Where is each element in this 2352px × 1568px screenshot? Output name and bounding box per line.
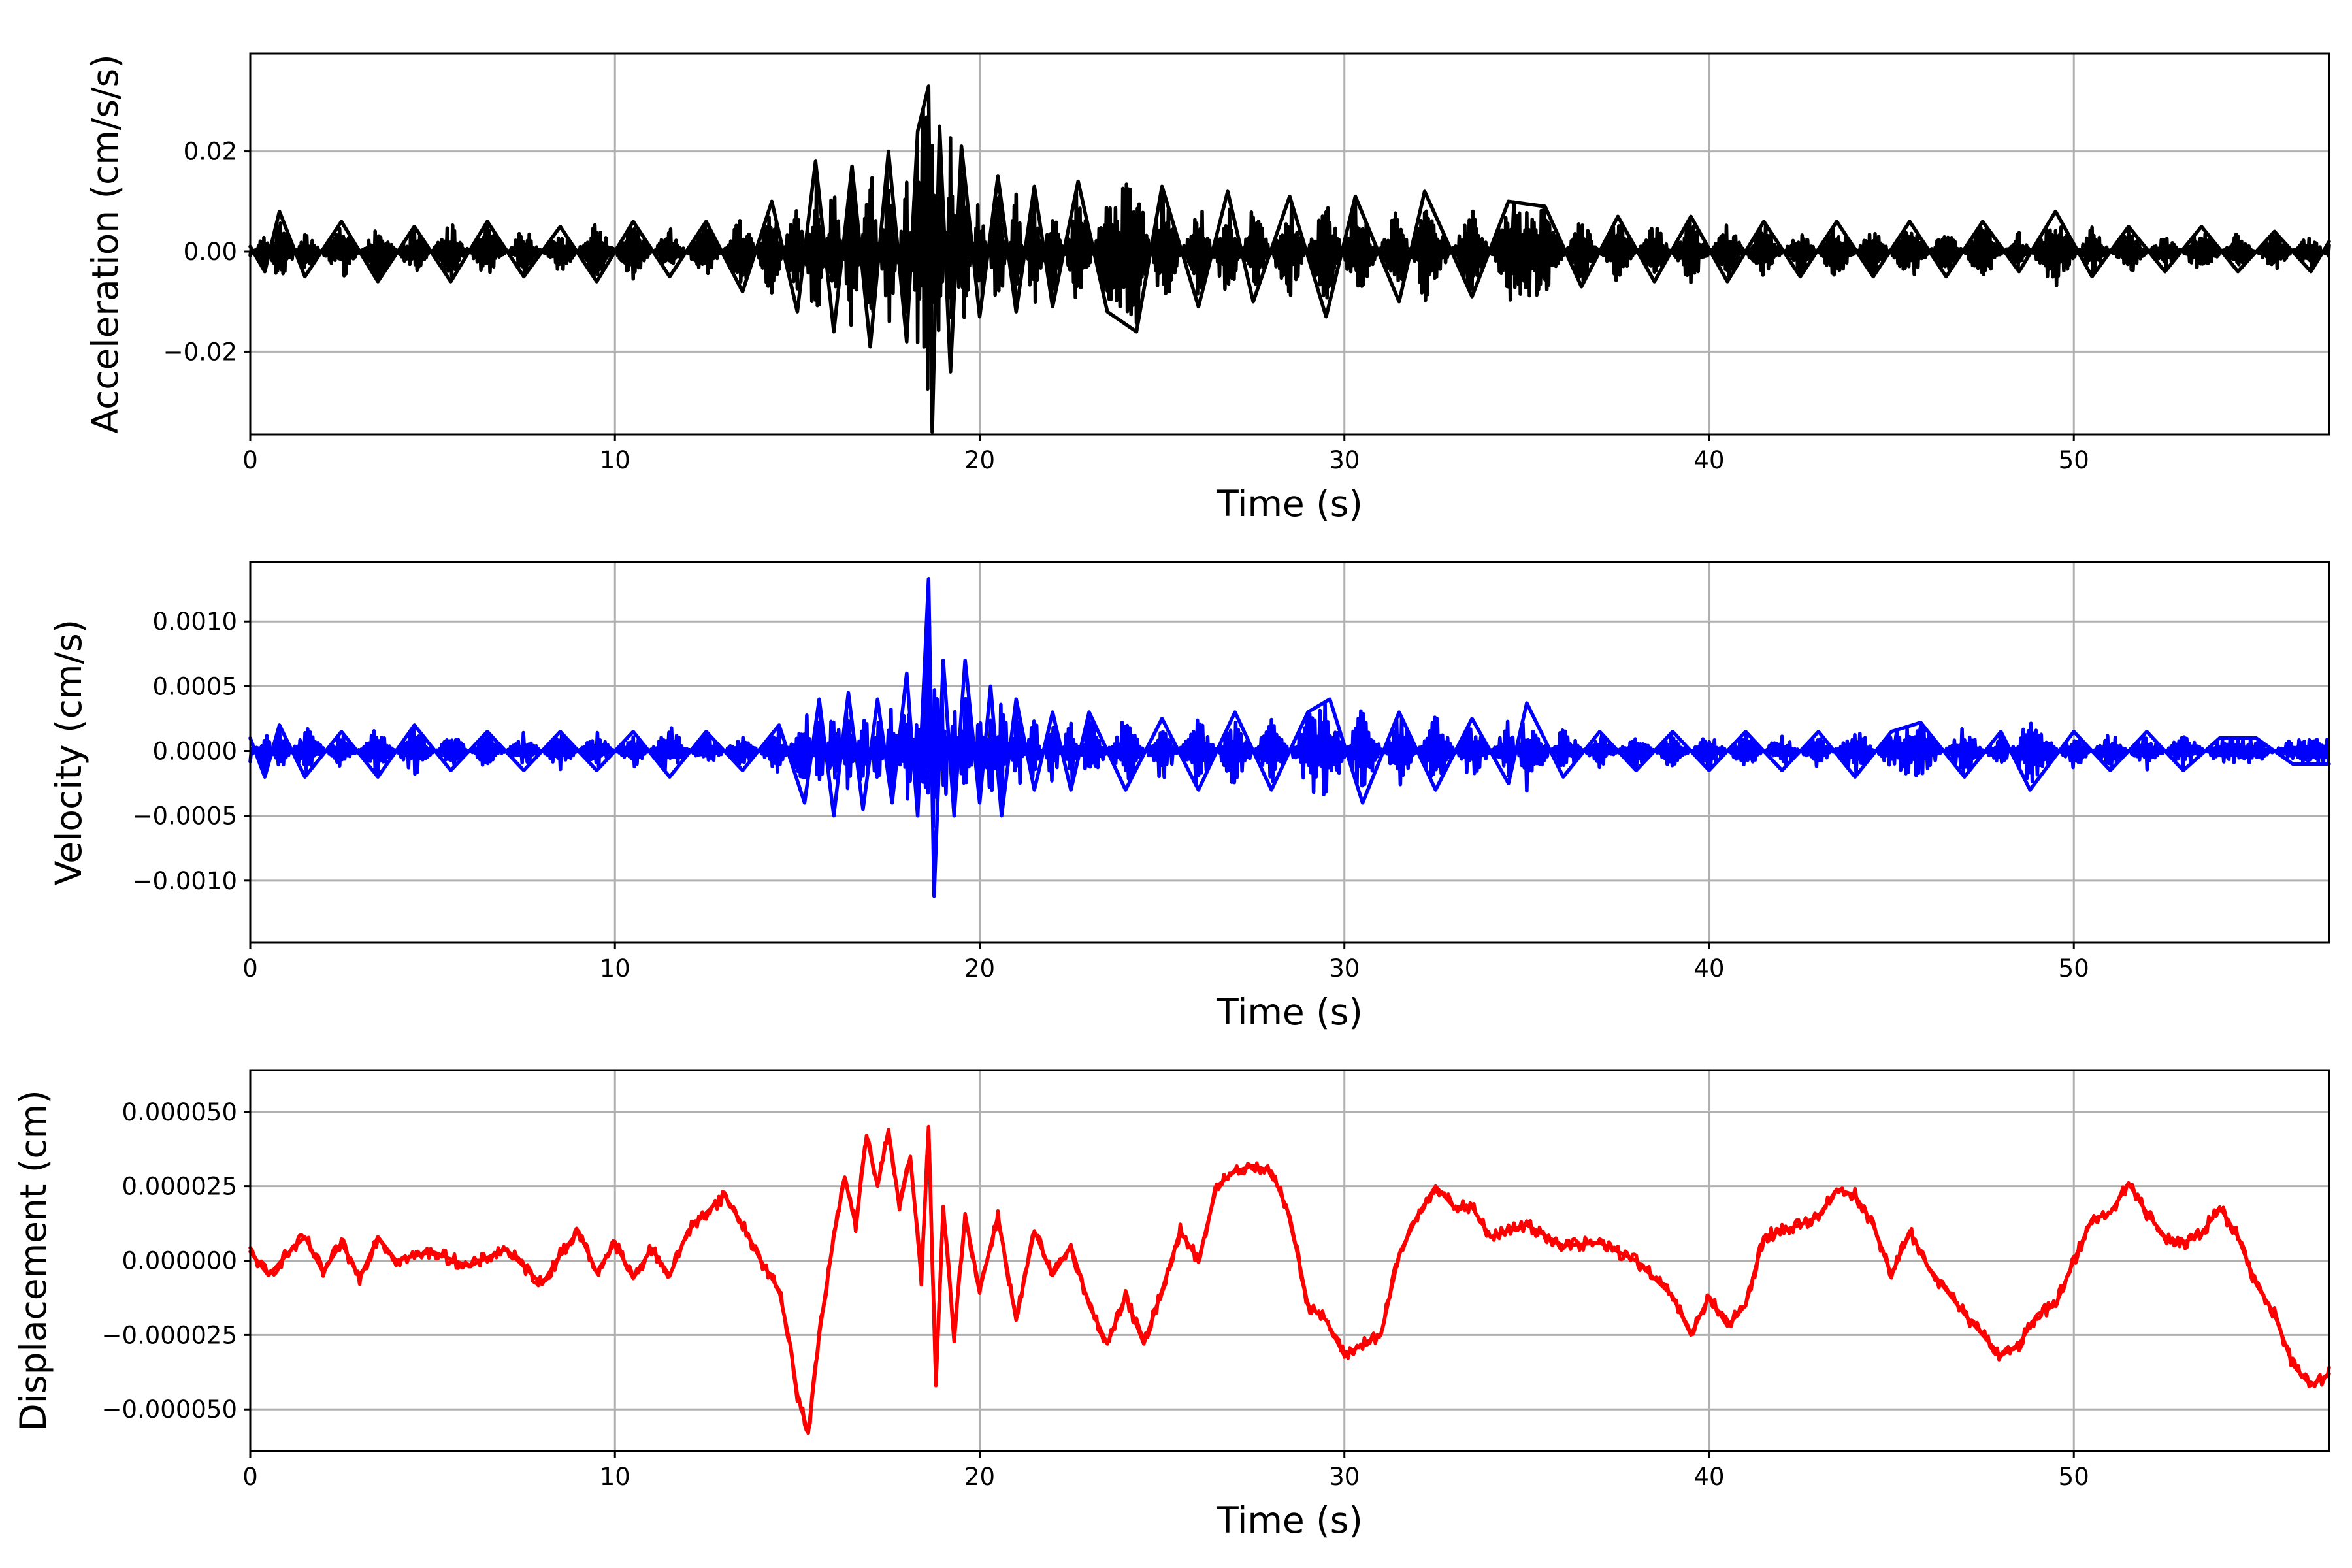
velocity-y-tick-label: −0.0005 (133, 802, 237, 830)
velocity-series-line (248, 625, 2330, 829)
velocity-y-tick-label: 0.0000 (153, 738, 237, 766)
acceleration-x-axis-title: Time (s) (1216, 483, 1363, 525)
velocity-x-tick-label: 20 (964, 955, 995, 983)
displacement-x-tick-label: 50 (2059, 1463, 2089, 1491)
velocity-y-tick-label: 0.0005 (153, 672, 237, 700)
acceleration-plot-frame (249, 52, 2330, 436)
acceleration-y-tick-label: 0.00 (184, 238, 237, 266)
velocity-x-axis-title: Time (s) (1216, 991, 1363, 1033)
displacement-y-axis-title: Displacement (cm) (12, 1090, 54, 1431)
acceleration-x-tick-label: 20 (964, 446, 995, 474)
acceleration-y-tick-label: 0.02 (184, 138, 237, 166)
displacement-x-tick-label: 10 (600, 1463, 630, 1491)
acceleration-x-tick-label: 0 (242, 446, 258, 474)
displacement-y-tick-label: 0.000025 (122, 1173, 237, 1201)
velocity-x-tick-label: 40 (1693, 955, 1724, 983)
velocity-x-tick-label: 50 (2059, 955, 2089, 983)
displacement-y-tick-label: 0.000050 (122, 1098, 237, 1126)
acceleration-x-tick-label: 50 (2059, 446, 2089, 474)
displacement-y-tick-label: −0.000025 (101, 1321, 237, 1349)
velocity-x-tick-label: 10 (600, 955, 630, 983)
displacement-y-tick-label: 0.000000 (122, 1247, 237, 1275)
acceleration-x-tick-label: 40 (1693, 446, 1724, 474)
displacement-x-tick-label: 20 (964, 1463, 995, 1491)
acceleration-y-axis-title: Acceleration (cm/s/s) (84, 54, 126, 433)
displacement-panel: 0 10 20 30 40 50 −0.000050 −0.000025 0.000000 0.0… (12, 1069, 2331, 1541)
displacement-x-tick-label: 0 (242, 1463, 258, 1491)
acceleration-panel: 0 10 20 30 40 50 −0.02 0.00 0.02 Time (s) Accelera… (84, 52, 2331, 525)
acceleration-x-tick-label: 30 (1329, 446, 1360, 474)
displacement-series-peaks (248, 1124, 2331, 1435)
velocity-y-tick-label: 0.0010 (153, 608, 237, 636)
acceleration-y-tick-label: −0.02 (163, 338, 237, 366)
displacement-grid (250, 1070, 2329, 1451)
velocity-panel: 0 10 20 30 40 50 −0.0010 −0.0005 0.0000 0.0005 0.0… (48, 561, 2331, 1033)
velocity-y-axis-title: Velocity (cm/s) (48, 619, 90, 885)
displacement-series-line (248, 1127, 2331, 1433)
displacement-x-tick-label: 40 (1693, 1463, 1724, 1491)
velocity-plot-frame (249, 561, 2330, 944)
displacement-x-tick-label: 30 (1329, 1463, 1360, 1491)
acceleration-series-peaks (248, 84, 2331, 434)
velocity-series-peaks (248, 577, 2331, 898)
velocity-x-tick-label: 0 (242, 955, 258, 983)
acceleration-series-line (248, 106, 2331, 391)
velocity-x-tick-label: 30 (1329, 955, 1360, 983)
displacement-y-tick-label: −0.000050 (101, 1396, 237, 1424)
velocity-y-tick-label: −0.0010 (133, 867, 237, 895)
acceleration-x-tick-label: 10 (600, 446, 630, 474)
displacement-x-axis-title: Time (s) (1216, 1499, 1363, 1541)
